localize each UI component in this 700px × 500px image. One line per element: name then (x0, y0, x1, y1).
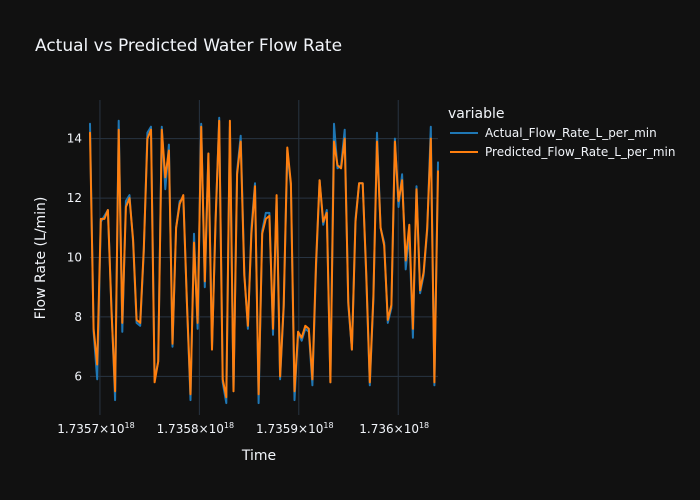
x-tick-base: 1.736×10 (359, 422, 419, 436)
x-tick-label: 1.7358×1018 (157, 421, 235, 436)
y-tick-label: 10 (67, 251, 82, 265)
x-tick-base: 1.7359×10 (256, 422, 323, 436)
x-tick-exponent: 18 (224, 421, 234, 430)
legend-item-actual[interactable]: Actual_Flow_Rate_L_per_min (450, 126, 657, 140)
x-tick-base: 1.7357×10 (57, 422, 124, 436)
x-axis-title: Time (241, 448, 276, 464)
legend-label-predicted: Predicted_Flow_Rate_L_per_min (485, 145, 676, 159)
y-tick-label: 12 (67, 191, 82, 205)
y-tick-label: 6 (74, 369, 82, 383)
x-tick-exponent: 18 (323, 421, 333, 430)
x-tick-label: 1.7357×1018 (57, 421, 135, 436)
x-tick-label: 1.7359×1018 (256, 421, 334, 436)
x-tick-exponent: 18 (419, 421, 429, 430)
series-layer (89, 116, 439, 405)
chart-title: Actual vs Predicted Water Flow Rate (35, 36, 342, 56)
y-tick-label: 14 (67, 132, 82, 146)
legend-title: variable (448, 106, 504, 122)
y-axis-title: Flow Rate (L/min) (33, 197, 49, 320)
x-tick-label: 1.736×1018 (359, 421, 429, 436)
y-tick-label: 8 (74, 310, 82, 324)
series-line-predicted[interactable] (89, 119, 439, 399)
legend-label-actual: Actual_Flow_Rate_L_per_min (485, 126, 657, 140)
x-tick-base: 1.7358×10 (157, 422, 224, 436)
x-tick-exponent: 18 (125, 421, 135, 430)
legend-item-predicted[interactable]: Predicted_Flow_Rate_L_per_min (450, 145, 676, 159)
legend: variable Actual_Flow_Rate_L_per_min Pred… (448, 106, 676, 159)
